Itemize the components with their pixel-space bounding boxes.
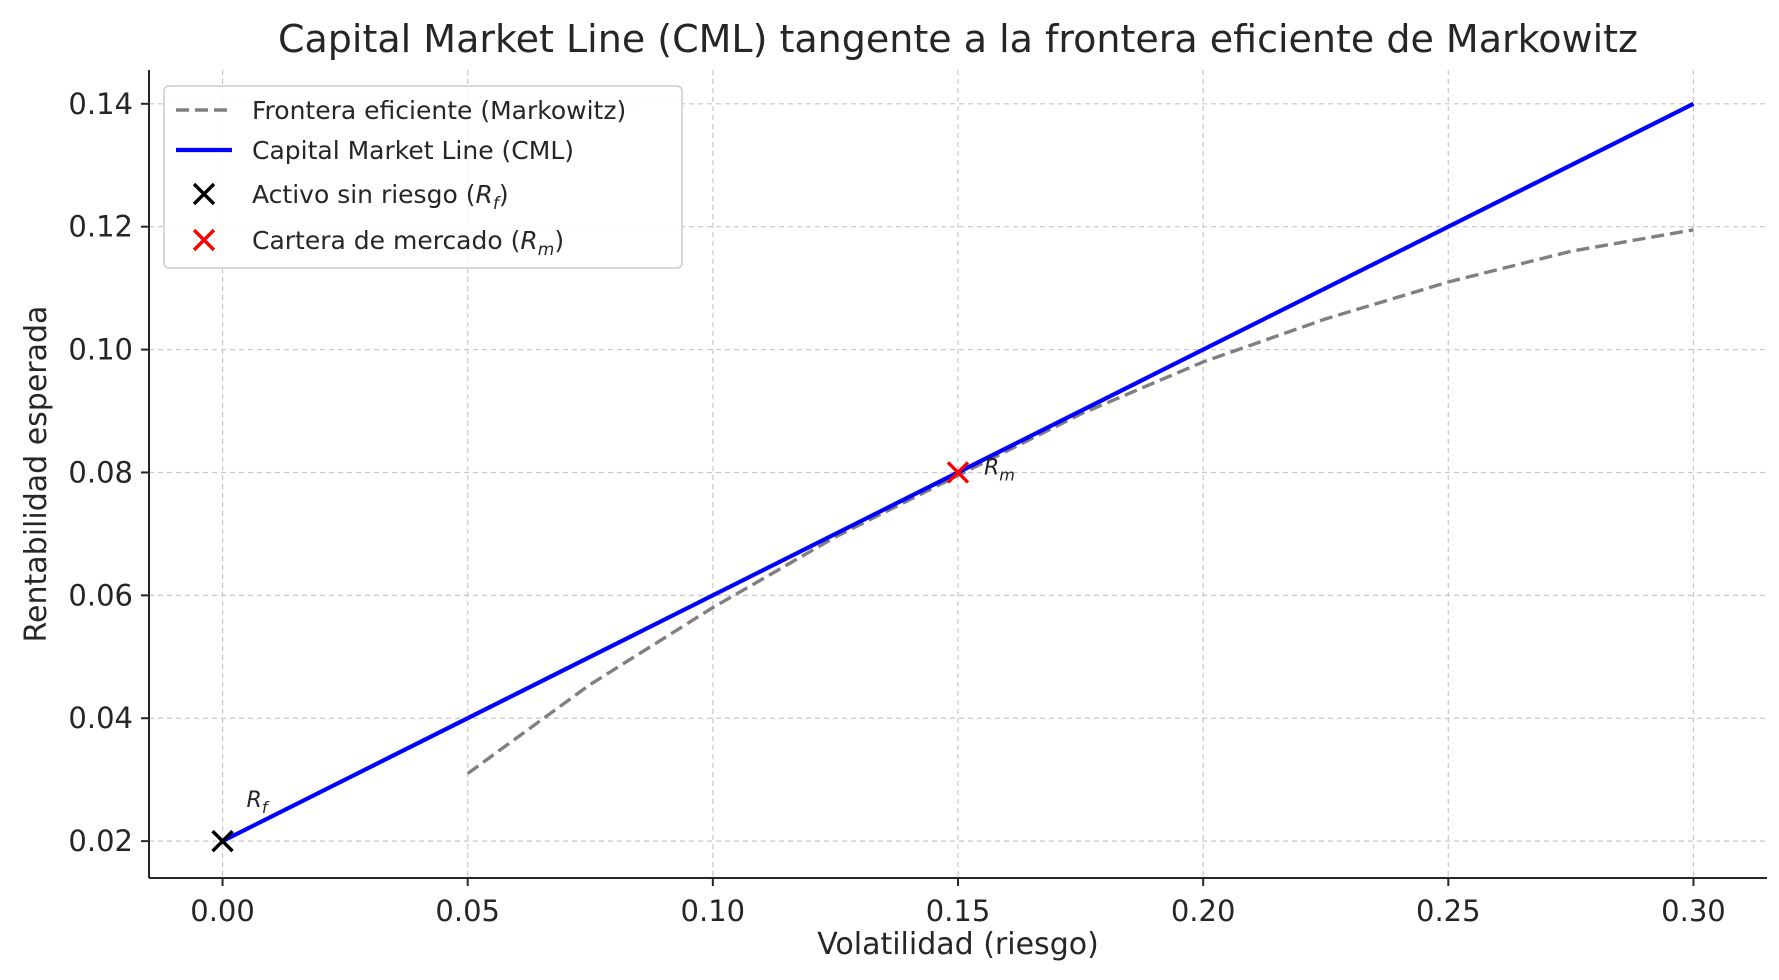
marker-stroke [192,228,216,252]
y-tick-label: 0.14 [68,87,133,121]
x-tick-label: 0.05 [435,894,500,928]
y-tick-label: 0.04 [68,701,133,735]
axis-ticks: 0.00 0.05 0.10 0.15 0.20 0.25 0.30 0.02 0.04 0.06… [68,87,1725,928]
y-tick-label: 0.02 [68,824,133,858]
x-axis-label: Volatilidad (riesgo) [817,927,1099,962]
x-tick-label: 0.15 [926,894,991,928]
y-tick-label: 0.08 [68,455,133,489]
legend-risk-free-marker [192,182,216,206]
x-tick-label: 0.20 [1171,894,1236,928]
marker-stroke [192,182,216,206]
market-portfolio-marker [946,461,970,484]
legend-label: Frontera eficiente (Markowitz) [252,96,626,125]
axis-spines [148,70,1767,879]
highlight-points: Rf Rm [211,455,1015,853]
legend: Frontera eficiente (Markowitz) Capital Ma… [163,85,683,269]
x-tick-label: 0.25 [1416,894,1481,928]
y-tick-label: 0.06 [68,578,133,612]
legend-label: Cartera de mercado (Rm) [252,226,564,260]
x-tick-label: 0.10 [681,894,746,928]
chart-title: Capital Market Line (CML) tangente a la … [278,17,1638,61]
market-portfolio-annotation: Rm [984,455,1015,484]
risk-free-annotation: Rf [247,788,270,817]
y-tick-label: 0.10 [68,333,133,367]
x-tick-label: 0.00 [190,894,255,928]
marker-stroke [946,461,970,484]
efficient-frontier-line [466,228,1694,775]
marker-stroke [211,829,234,853]
x-tick-label: 0.30 [1661,894,1726,928]
legend-label: Capital Market Line (CML) [252,136,574,165]
risk-free-marker [211,829,234,853]
y-tick-label: 0.12 [68,210,133,244]
legend-market-marker [192,228,216,252]
y-axis-label: Rentabilidad esperada [19,306,54,643]
legend-label: Activo sin riesgo (Rf) [252,180,509,214]
legend-box [163,85,683,269]
